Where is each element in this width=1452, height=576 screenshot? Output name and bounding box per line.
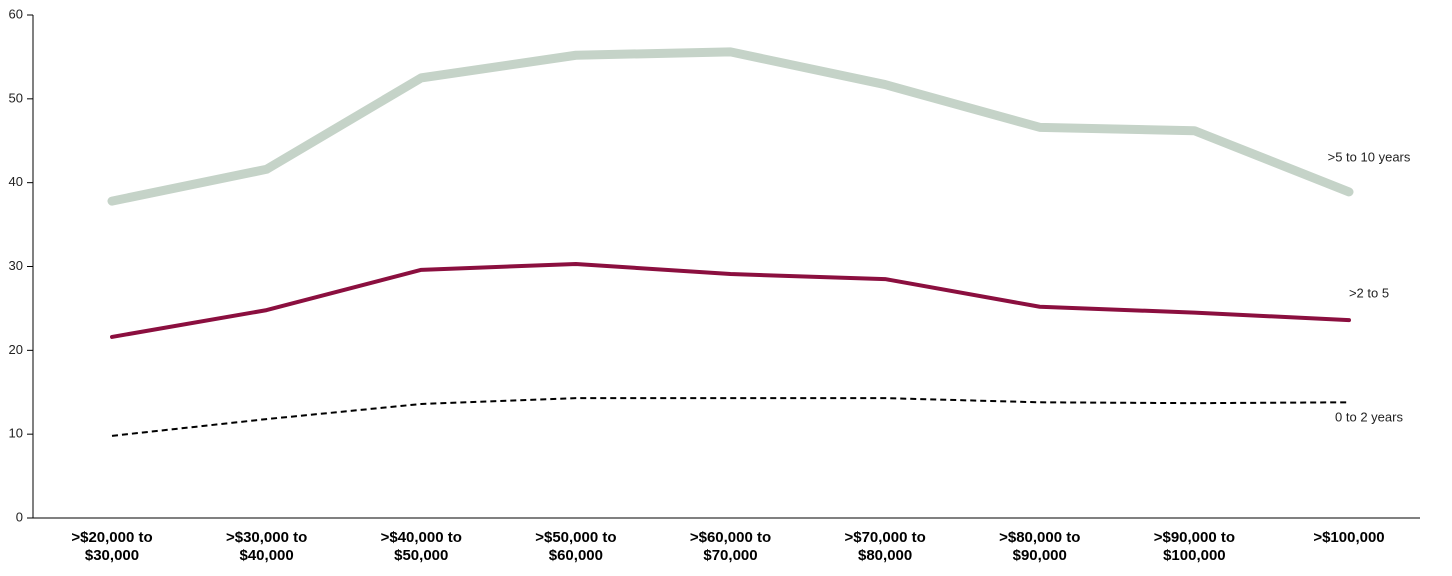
- y-tick-label: 30: [9, 258, 23, 273]
- x-tick-label: >$60,000 to $70,000: [690, 529, 771, 564]
- y-tick-label: 50: [9, 90, 23, 105]
- x-tick-label: >$70,000 to $80,000: [844, 529, 925, 564]
- x-tick-label: >$20,000 to $30,000: [71, 529, 152, 564]
- y-tick-label: 0: [16, 509, 23, 524]
- x-tick-label: >$90,000 to $100,000: [1154, 529, 1235, 564]
- series-line: [111, 397, 1350, 437]
- y-tick-label: 20: [9, 342, 23, 357]
- series-label: >2 to 5: [1349, 286, 1389, 301]
- y-tick-label: 10: [9, 426, 23, 441]
- series-label: >5 to 10 years: [1328, 149, 1411, 164]
- x-tick-label: >$100,000: [1313, 529, 1384, 546]
- series-label: 0 to 2 years: [1335, 410, 1403, 425]
- series-line: [110, 261, 1351, 339]
- x-tick-label: >$30,000 to $40,000: [226, 529, 307, 564]
- series-line: [107, 47, 1354, 206]
- x-tick-label: >$80,000 to $90,000: [999, 529, 1080, 564]
- y-tick-label: 60: [9, 6, 23, 21]
- x-tick-label: >$50,000 to $60,000: [535, 529, 616, 564]
- y-tick-label: 40: [9, 174, 23, 189]
- x-tick-label: >$40,000 to $50,000: [381, 529, 462, 564]
